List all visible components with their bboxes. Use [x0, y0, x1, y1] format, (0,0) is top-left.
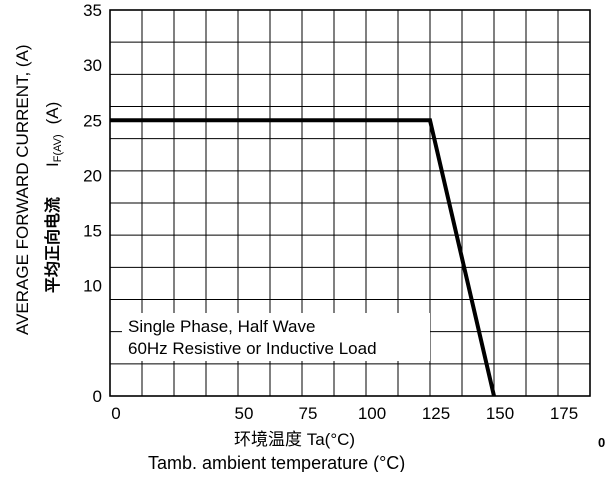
x-axis-title-cn: 环境温度 Ta(°C)	[234, 430, 355, 449]
y-axis-symbol-letter: I	[43, 162, 62, 167]
y-axis-title: AVERAGE FORWARD CURRENT, (A)	[13, 44, 32, 335]
x-tick-label: 50	[235, 404, 254, 423]
y-tick-label: 10	[83, 277, 102, 296]
annotation-line-2: 60Hz Resistive or Inductive Load	[128, 339, 377, 358]
plot-frame	[109, 9, 591, 397]
x-tick-label: 150	[486, 404, 514, 423]
page-edge-mark: 0	[598, 435, 605, 450]
tick-labels: 0 50 75 100 125 150 175 0 10 15 20 25 30 35	[83, 1, 578, 423]
annotation-background	[122, 313, 430, 361]
y-tick-label: 15	[83, 222, 102, 241]
y-tick-label: 30	[83, 56, 102, 75]
x-tick-label: 125	[422, 404, 450, 423]
grid	[109, 9, 591, 397]
y-axis-title-cn: 平均正向电流	[43, 197, 62, 293]
y-axis-symbol-subscript: F(AV)	[52, 134, 64, 162]
y-axis-symbol: IF(AV) (A)	[43, 102, 64, 167]
y-tick-label: 0	[93, 387, 102, 406]
x-tick-label: 100	[358, 404, 386, 423]
x-tick-label: 0	[111, 404, 120, 423]
y-axis-unit: (A)	[43, 102, 62, 125]
annotation-line-1: Single Phase, Half Wave	[128, 317, 315, 336]
derating-curve	[110, 118, 496, 397]
y-tick-label: 25	[83, 111, 102, 130]
x-axis-title: Tamb. ambient temperature (°C)	[148, 453, 405, 472]
y-tick-label: 35	[83, 1, 102, 20]
annotation-box: Single Phase, Half Wave 60Hz Resistive o…	[122, 313, 430, 361]
x-tick-label: 75	[299, 404, 318, 423]
y-tick-label: 20	[83, 166, 102, 185]
y-axis-label: AVERAGE FORWARD CURRENT, (A) 平均正向电流 IF(A…	[13, 44, 64, 335]
x-tick-label: 175	[550, 404, 578, 423]
series-layer	[110, 118, 496, 397]
